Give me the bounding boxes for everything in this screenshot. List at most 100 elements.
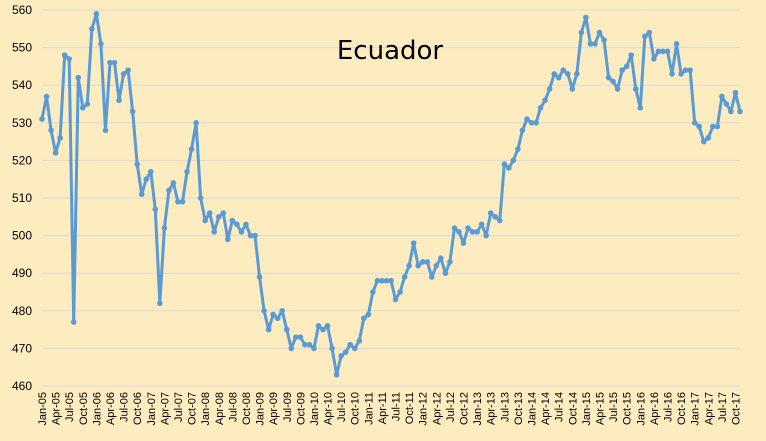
x-tick-label: Jul-11 — [391, 392, 403, 421]
data-point — [347, 341, 354, 348]
data-point — [170, 180, 177, 186]
y-tick-label: 460 — [12, 379, 32, 393]
data-point — [93, 10, 100, 17]
data-point — [528, 120, 535, 126]
x-tick-label: Jul-08 — [227, 392, 239, 422]
data-point — [383, 277, 390, 284]
x-tick-label: Oct-08 — [241, 392, 253, 425]
data-point — [361, 315, 367, 322]
y-tick-label: 560 — [12, 3, 32, 17]
data-point — [315, 323, 322, 329]
data-point — [583, 14, 589, 21]
data-point — [728, 108, 734, 115]
data-point — [283, 326, 290, 333]
x-tick-label: Apr-09 — [268, 392, 280, 425]
x-tick-label: Jul-16 — [662, 392, 674, 422]
data-point — [311, 345, 317, 352]
data-point — [551, 71, 557, 77]
x-tick-label: Jul-12 — [445, 392, 457, 422]
data-point — [619, 67, 625, 73]
x-tick-label: Jan-05 — [37, 392, 49, 426]
x-tick-label: Apr-13 — [486, 392, 498, 425]
x-tick-label: Oct-05 — [78, 392, 90, 425]
data-point — [211, 229, 218, 235]
data-point — [496, 217, 503, 224]
series-line — [40, 12, 742, 377]
data-point — [215, 214, 222, 220]
data-point — [184, 168, 190, 175]
data-point — [451, 225, 458, 231]
data-point — [351, 345, 358, 352]
chart-title: Ecuador — [337, 36, 444, 66]
data-point — [179, 198, 186, 205]
data-point — [415, 262, 421, 269]
data-point — [442, 270, 449, 277]
x-axis-tick-labels: Jan-05 Apr-05 Jul-05 Oct-05 Jan-06 Apr-06 Jul-… — [37, 392, 742, 426]
data-point — [483, 232, 489, 239]
data-point — [75, 74, 82, 81]
x-tick-label: Apr-08 — [214, 392, 226, 425]
y-tick-label: 530 — [12, 116, 32, 130]
x-tick-label: Oct-17 — [730, 392, 742, 425]
data-point — [424, 259, 431, 265]
data-point — [152, 206, 159, 213]
x-tick-label: Oct-14 — [567, 392, 579, 425]
x-tick-label: Oct-11 — [404, 392, 416, 424]
data-point — [39, 116, 45, 122]
data-point — [700, 138, 707, 145]
data-point — [691, 120, 698, 126]
x-tick-label: Jan-12 — [418, 392, 430, 426]
x-tick-label: Oct-12 — [459, 392, 471, 425]
data-point — [188, 146, 195, 152]
data-point — [542, 97, 548, 104]
data-point — [279, 308, 286, 314]
data-point — [447, 259, 453, 265]
data-point — [651, 56, 657, 62]
x-tick-label: Jul-15 — [608, 392, 620, 422]
x-tick-label: Jul-14 — [554, 392, 566, 422]
data-point — [243, 221, 249, 228]
x-tick-label: Jul-05 — [64, 392, 76, 422]
data-point — [220, 210, 227, 216]
data-point — [664, 48, 671, 55]
data-point — [546, 86, 553, 92]
x-tick-label: Apr-12 — [431, 392, 443, 425]
data-point — [474, 229, 480, 235]
data-point — [197, 195, 204, 201]
x-tick-label: Apr-11 — [377, 392, 389, 424]
y-tick-label: 550 — [12, 41, 32, 55]
x-tick-label: Jan-16 — [635, 392, 647, 426]
data-point — [524, 116, 530, 122]
x-tick-label: Apr-10 — [323, 392, 335, 425]
data-point — [333, 371, 340, 378]
data-point — [161, 225, 168, 231]
x-tick-label: Jan-14 — [527, 392, 539, 426]
data-point — [89, 26, 95, 32]
y-tick-label: 520 — [12, 153, 32, 167]
data-point — [433, 262, 440, 269]
x-tick-label: Oct-13 — [513, 392, 525, 425]
data-point — [678, 71, 684, 77]
data-point — [120, 71, 127, 77]
x-tick-label: Oct-16 — [676, 392, 688, 425]
data-point — [206, 210, 213, 216]
data-point — [52, 150, 59, 156]
data-point — [655, 48, 662, 55]
data-point — [66, 56, 72, 62]
data-points — [39, 10, 743, 378]
data-point — [147, 168, 154, 175]
data-point — [537, 104, 544, 111]
data-point — [293, 334, 299, 340]
x-tick-label: Apr-14 — [540, 392, 552, 425]
data-point — [129, 108, 136, 115]
data-point — [57, 135, 63, 141]
data-point — [555, 74, 562, 81]
data-point — [519, 127, 526, 134]
y-axis-tick-labels: 460 470 480 490 500 510 520 530 540 550 560 — [12, 3, 32, 393]
y-tick-label: 470 — [12, 341, 32, 355]
data-point — [673, 41, 680, 47]
x-tick-label: Jan-17 — [690, 392, 702, 426]
data-point — [687, 67, 693, 73]
x-tick-label: Jan-07 — [146, 392, 158, 426]
y-tick-label: 540 — [12, 78, 32, 92]
